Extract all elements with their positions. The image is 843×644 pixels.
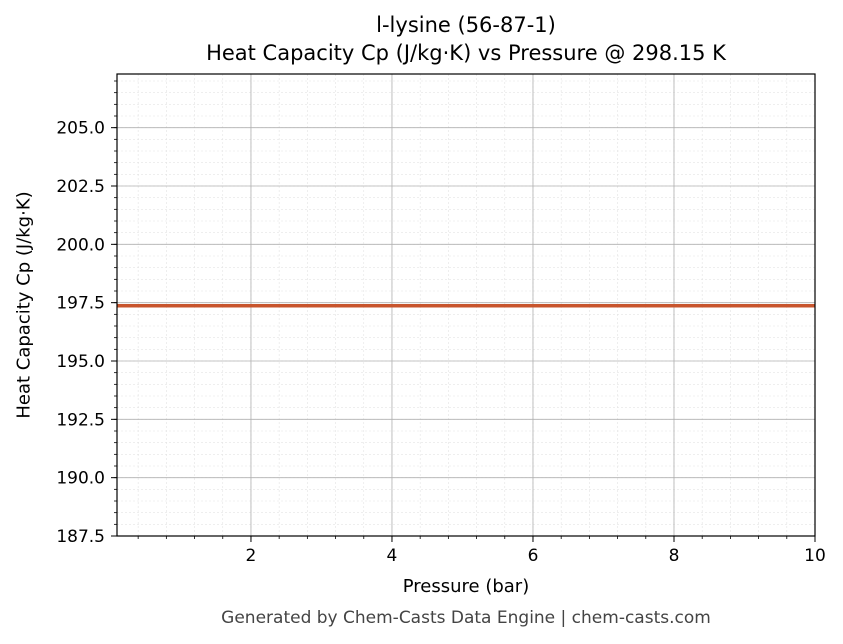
plot-frame <box>116 73 816 537</box>
y-axis-label: Heat Capacity Cp (J/kg·K) <box>13 191 35 419</box>
chart-title: l-lysine (56-87-1) <box>376 13 556 37</box>
x-tick-label: 10 <box>804 546 826 566</box>
y-tick-label: 192.5 <box>56 410 105 430</box>
y-tick-label: 195.0 <box>56 352 105 372</box>
axis-ticks <box>111 80 816 542</box>
y-tick-label: 200.0 <box>56 235 105 255</box>
x-tick-label: 4 <box>387 546 398 566</box>
x-tick-label: 2 <box>246 546 257 566</box>
tick-labels: 2 4 6 8 10 187.5 190.0 192.5 195.0 197.5 200.0 202.… <box>56 119 825 566</box>
y-tick-label: 187.5 <box>56 527 105 547</box>
y-tick-label: 202.5 <box>56 177 105 197</box>
x-axis-label: Pressure (bar) <box>402 576 530 597</box>
y-tick-label: 190.0 <box>56 469 105 489</box>
x-tick-label: 8 <box>669 546 680 566</box>
y-tick-label: 205.0 <box>56 119 105 139</box>
y-tick-label: 197.5 <box>56 294 105 314</box>
x-tick-label: 6 <box>528 546 539 566</box>
footer-credit: Generated by Chem-Casts Data Engine | ch… <box>221 608 711 628</box>
chart-subtitle: Heat Capacity Cp (J/kg·K) vs Pressure @ … <box>206 41 726 65</box>
